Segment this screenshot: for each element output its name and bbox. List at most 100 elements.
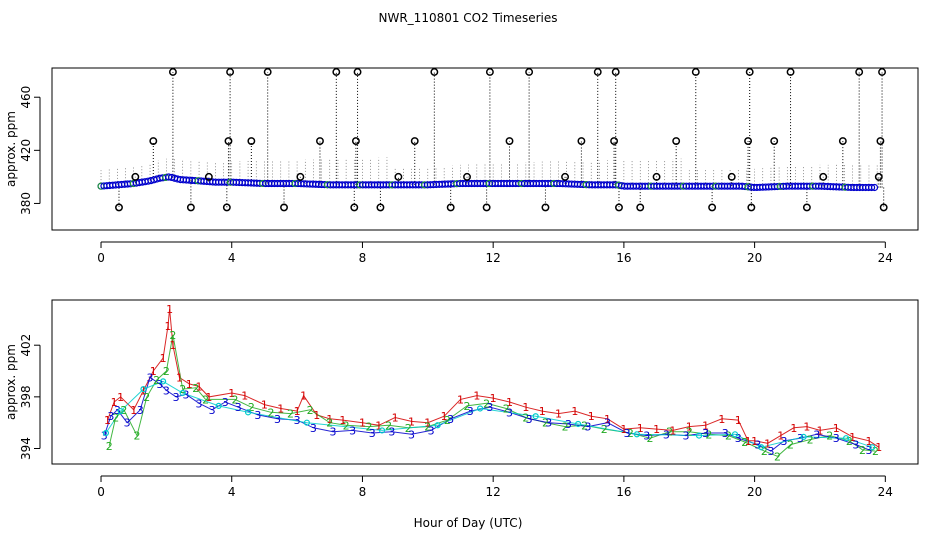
series-2-point: 2 xyxy=(872,445,879,458)
outlier-point xyxy=(350,203,359,212)
series-4-point xyxy=(575,420,582,428)
series-1-point: 1 xyxy=(764,437,771,450)
outlier-point xyxy=(463,172,471,181)
series-2-point: 2 xyxy=(143,391,150,404)
series-1-point: 1 xyxy=(339,414,346,427)
series-2-point: 2 xyxy=(112,412,119,425)
series-1-point: 1 xyxy=(875,441,882,454)
series-1-point: 1 xyxy=(735,414,742,427)
bottom-panel-x-tick-label: 4 xyxy=(228,485,236,499)
series-2-point: 2 xyxy=(267,406,274,419)
outlier-point xyxy=(247,137,256,145)
series-2-point: 2 xyxy=(106,440,113,453)
top-panel: 0 4 8 12 16 20 24 380 420 460 approx. ppm xyxy=(4,67,919,265)
series-2-point: 2 xyxy=(232,393,239,406)
outlier-point xyxy=(186,203,195,212)
series-1-point: 1 xyxy=(620,423,627,436)
series-2-point: 2 xyxy=(464,400,471,413)
series-2-point: 2 xyxy=(405,422,412,435)
series-1-point: 1 xyxy=(849,431,856,444)
series-2-point: 2 xyxy=(542,417,549,430)
series-2-point: 2 xyxy=(562,421,569,434)
series-3-point: 3 xyxy=(156,378,163,391)
series-3-point: 3 xyxy=(163,384,170,397)
series-1-point: 1 xyxy=(777,430,784,443)
series-4-point xyxy=(633,431,641,438)
series-2-point: 2 xyxy=(385,419,392,432)
series-3-point: 3 xyxy=(643,430,650,443)
outlier-point xyxy=(222,203,231,212)
series-1-point: 1 xyxy=(604,413,611,426)
outlier-point xyxy=(855,68,864,76)
top-panel-y-tick-label: 380 xyxy=(19,192,33,215)
series-2-point: 2 xyxy=(686,426,693,439)
top-panel-y-axis: 380 420 460 xyxy=(19,86,41,215)
series-1-point: 1 xyxy=(424,417,431,430)
series-2-point: 2 xyxy=(424,421,431,434)
series-1-point: 1 xyxy=(637,422,644,435)
outlier-point xyxy=(577,137,586,145)
chart-title: NWR_110801 CO2 Timeseries xyxy=(379,11,558,25)
series-1-point: 1 xyxy=(150,365,157,378)
series-1-point: 1 xyxy=(326,413,333,426)
series-3-point: 3 xyxy=(196,397,203,410)
outlier-point xyxy=(332,68,341,76)
series-4-point xyxy=(303,419,310,426)
series-1-point: 1 xyxy=(176,371,183,384)
series-2-point: 2 xyxy=(741,436,748,449)
series-1-point: 1 xyxy=(277,402,284,415)
series-1-point: 1 xyxy=(140,384,147,397)
top-panel-x-tick-label: 20 xyxy=(747,251,762,265)
series-4-point xyxy=(179,389,186,397)
bottom-panel-y-tick-label: 402 xyxy=(19,334,33,357)
series-1-point: 1 xyxy=(359,417,366,430)
outlier-point xyxy=(561,172,570,181)
bottom-panel-y-axis-title: approx. ppm xyxy=(4,344,18,420)
series-3-point: 3 xyxy=(235,401,242,414)
outlier-point xyxy=(611,68,620,76)
baseline-point xyxy=(867,183,876,192)
series-3-point: 3 xyxy=(310,422,317,435)
series-1-point: 1 xyxy=(669,424,676,437)
series-1-point: 1 xyxy=(166,303,173,316)
series-2-point: 2 xyxy=(666,426,673,439)
outlier-point xyxy=(394,172,403,181)
series-2-point: 2 xyxy=(581,419,588,432)
series-4-point xyxy=(140,386,147,393)
top-panel-baseline-points xyxy=(97,173,879,192)
series-3-point: 3 xyxy=(682,430,689,443)
series-2-point: 2 xyxy=(725,430,732,443)
series-2-point: 2 xyxy=(761,445,768,458)
series-3-point: 3 xyxy=(735,432,742,445)
series-3-point: 3 xyxy=(865,444,872,457)
series-3-point: 3 xyxy=(330,426,337,439)
series-2-point: 2 xyxy=(120,404,127,417)
series-1-point: 1 xyxy=(186,378,193,391)
series-1-point: 1 xyxy=(241,390,248,403)
outlier-point xyxy=(376,203,385,212)
bottom-panel-x-tick-label: 20 xyxy=(747,485,762,499)
series-3-point: 3 xyxy=(797,432,804,445)
series-1-point: 1 xyxy=(169,339,176,352)
series-4-point xyxy=(434,422,441,429)
top-panel-x-tick-label: 0 xyxy=(97,251,105,265)
bottom-panel-x-axis-title: Hour of Day (UTC) xyxy=(414,516,523,530)
series-2-line xyxy=(108,334,876,457)
series-1-point: 1 xyxy=(111,396,118,409)
series-1-point: 1 xyxy=(228,387,235,400)
series-3-point: 3 xyxy=(565,418,572,431)
top-panel-x-axis: 0 4 8 12 16 20 24 xyxy=(97,241,893,265)
series-4-line xyxy=(105,380,873,448)
outlier-point xyxy=(149,137,158,145)
series-1-point: 1 xyxy=(104,414,111,427)
series-4-point xyxy=(117,407,124,415)
outlier-point xyxy=(296,172,305,181)
series-3-point: 3 xyxy=(107,410,114,423)
outlier-point xyxy=(610,137,619,145)
top-panel-x-tick-label: 8 xyxy=(359,251,367,265)
series-1-point: 1 xyxy=(441,410,448,423)
series-3-point: 3 xyxy=(137,404,144,417)
series-1-point: 1 xyxy=(130,404,137,417)
series-3-point: 3 xyxy=(294,414,301,427)
